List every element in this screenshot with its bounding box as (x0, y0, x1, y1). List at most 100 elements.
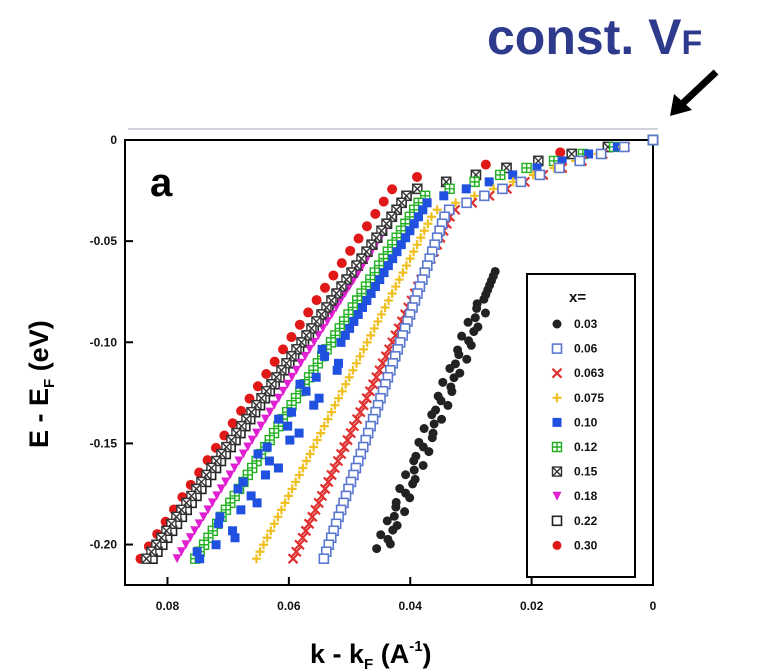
data-point (276, 505, 286, 515)
data-point (334, 358, 344, 368)
data-point (554, 162, 565, 174)
arrow-icon (670, 69, 719, 116)
data-point (387, 184, 398, 195)
data-point (484, 177, 494, 187)
data-point (353, 233, 364, 244)
data-point (469, 327, 479, 337)
y-tick-label: -0.05 (90, 234, 118, 248)
data-point (336, 258, 347, 269)
data-point (339, 441, 350, 453)
data-point (287, 372, 297, 382)
data-point (305, 344, 315, 354)
data-point (252, 428, 262, 438)
data-point (194, 519, 204, 529)
data-point (311, 295, 322, 306)
data-point (287, 407, 297, 417)
data-point (303, 307, 314, 318)
data-point (422, 198, 432, 208)
data-point (454, 350, 464, 360)
data-point (336, 337, 346, 347)
data-point (355, 406, 366, 418)
data-point (376, 530, 386, 540)
y-axis-title: E - EF (eV) (24, 320, 58, 448)
data-point (461, 197, 472, 209)
data-point (286, 332, 297, 343)
data-point (212, 491, 222, 501)
data-point (647, 134, 659, 146)
data-point (372, 544, 382, 554)
data-point (400, 507, 410, 517)
data-point (584, 149, 594, 159)
data-point (291, 365, 301, 375)
data-point (412, 171, 423, 182)
data-point (418, 205, 428, 215)
data-point (396, 240, 406, 250)
data-point (176, 547, 186, 557)
data-point (439, 191, 449, 201)
data-point (202, 455, 213, 466)
data-point (361, 221, 372, 232)
data-point (612, 142, 622, 152)
legend-marker-0.03 (552, 319, 562, 329)
data-point (348, 365, 358, 375)
data-point (574, 155, 586, 167)
y-tick-label: -0.15 (90, 436, 118, 450)
data-point (300, 525, 312, 537)
data-point (310, 504, 321, 516)
data-point (394, 275, 404, 285)
y-axis-title-sub: F (41, 379, 58, 388)
legend: x= 0.03 0.06 0.063 0.075 0.10 0.12 0.15 0.18 0.2… (526, 273, 636, 578)
data-point (278, 386, 288, 396)
data-point (384, 296, 394, 306)
data-point (303, 518, 315, 530)
data-point (234, 456, 244, 466)
data-point (227, 418, 238, 429)
data-point (412, 240, 422, 250)
legend-label-0.22: 0.22 (574, 514, 598, 528)
data-point (466, 340, 476, 350)
legend-marker-0.10 (552, 417, 562, 427)
data-point (181, 540, 191, 550)
data-point (515, 176, 527, 188)
data-point (172, 554, 182, 564)
data-point (345, 245, 356, 256)
data-point (387, 289, 397, 299)
top-divider (128, 128, 658, 130)
data-point (294, 470, 304, 480)
data-point (214, 519, 224, 529)
x-axis-title-sup: -1 (409, 638, 422, 655)
data-point (419, 424, 429, 434)
data-point (251, 554, 261, 564)
series-0.03 (372, 266, 500, 554)
data-point (294, 319, 305, 330)
data-point (296, 358, 306, 368)
data-point (497, 183, 508, 195)
x-tick-label: 0.02 (520, 599, 544, 613)
data-point (595, 148, 607, 160)
y-axis-title-unit: (eV) (24, 320, 54, 379)
legend-marker-0.12 (551, 441, 563, 453)
data-point (185, 533, 195, 543)
data-point (216, 484, 226, 494)
data-point (351, 358, 361, 368)
data-point (409, 247, 419, 257)
data-point (480, 308, 490, 318)
data-point (260, 414, 270, 424)
data-point (329, 462, 340, 474)
data-point (278, 344, 289, 355)
data-point (366, 289, 376, 299)
data-point (332, 455, 344, 467)
data-point (385, 539, 395, 549)
data-point (300, 351, 310, 361)
data-point (508, 170, 518, 180)
x-tick-label: 0 (650, 599, 657, 613)
legend-label-0.18: 0.18 (574, 489, 598, 503)
data-point (337, 386, 347, 396)
data-point (349, 316, 359, 326)
data-point (207, 498, 217, 508)
data-point (427, 433, 437, 443)
data-point (361, 392, 373, 404)
data-point (345, 323, 355, 333)
data-point (426, 212, 436, 222)
